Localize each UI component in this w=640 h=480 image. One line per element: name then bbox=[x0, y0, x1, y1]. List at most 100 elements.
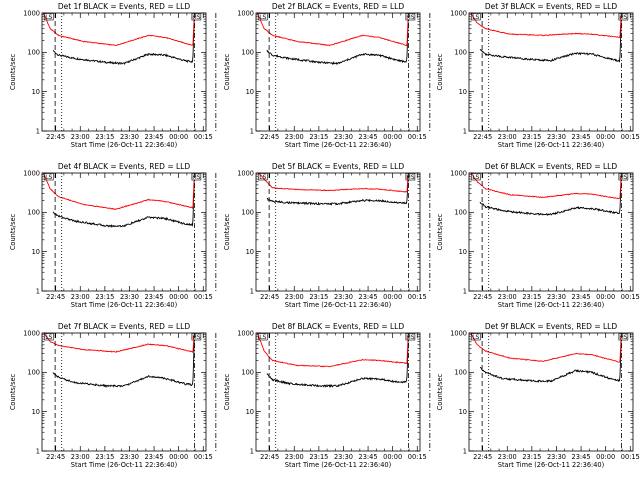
plot-frame bbox=[255, 332, 421, 452]
y-tick-label: 1000 bbox=[237, 9, 254, 17]
x-tick-label: 00:15 bbox=[621, 293, 640, 301]
marker-label-hs: HS bbox=[619, 14, 628, 21]
y-tick-label: 100 bbox=[241, 369, 254, 377]
panel-title: Det 7f BLACK = Events, RED = LLD bbox=[58, 322, 191, 331]
x-tick-label: 00:15 bbox=[408, 453, 427, 461]
x-tick-label: 22:45 bbox=[46, 133, 65, 141]
y-tick-label: 100 bbox=[454, 49, 467, 57]
marker-label-ls: LS bbox=[472, 174, 479, 181]
x-tick-label: 00:15 bbox=[194, 453, 213, 461]
marker-label-ls: LS bbox=[45, 174, 52, 181]
y-axis-label: Counts/sec bbox=[223, 213, 231, 250]
x-tick-label: 23:30 bbox=[334, 453, 353, 461]
marker-label-hs: HS bbox=[406, 174, 415, 181]
y-tick-label: 1 bbox=[250, 127, 254, 135]
x-tick-label: 23:30 bbox=[334, 133, 353, 141]
panel-det-4f: Det 4f BLACK = Events, RED = LLD LS HS 1 10 1… bbox=[9, 162, 217, 309]
y-tick-label: 1000 bbox=[450, 169, 467, 177]
x-axis-label: Start Time (26-Oct-11 22:36:40) bbox=[71, 301, 177, 309]
marker-label-ls: LS bbox=[259, 174, 266, 181]
x-tick-label: 23:15 bbox=[309, 453, 328, 461]
y-tick-label: 1000 bbox=[237, 169, 254, 177]
x-tick-label: 23:00 bbox=[285, 293, 304, 301]
marker-box bbox=[618, 173, 629, 181]
y-tick-label: 1 bbox=[36, 127, 40, 135]
panel-det-7f: Det 7f BLACK = Events, RED = LLD LS HS 1 10 1… bbox=[9, 322, 217, 469]
panel-title: Det 8f BLACK = Events, RED = LLD bbox=[272, 322, 405, 331]
marker-label-ls: LS bbox=[472, 334, 479, 341]
panel-title: Det 2f BLACK = Events, RED = LLD bbox=[272, 2, 405, 11]
y-tick-label: 1000 bbox=[450, 9, 467, 17]
plot-frame bbox=[468, 332, 634, 452]
x-tick-label: 23:45 bbox=[145, 453, 164, 461]
x-tick-label: 22:45 bbox=[473, 133, 492, 141]
x-tick-label: 22:45 bbox=[260, 133, 279, 141]
x-tick-label: 23:30 bbox=[547, 133, 566, 141]
marker-label-ls: LS bbox=[259, 334, 266, 341]
marker-box bbox=[405, 333, 416, 341]
x-tick-label: 23:45 bbox=[572, 453, 591, 461]
marker-label-hs: HS bbox=[192, 14, 201, 21]
y-axis-label: Counts/sec bbox=[9, 373, 17, 410]
marker-box bbox=[618, 13, 629, 21]
marker-label-hs: HS bbox=[406, 334, 415, 341]
marker-label-ls: LS bbox=[472, 14, 479, 21]
x-axis-label: Start Time (26-Oct-11 22:36:40) bbox=[498, 461, 604, 469]
y-tick-label: 1 bbox=[463, 287, 467, 295]
y-tick-label: 10 bbox=[246, 88, 254, 96]
x-tick-label: 00:15 bbox=[194, 293, 213, 301]
x-tick-label: 23:30 bbox=[120, 453, 139, 461]
series-lld-line bbox=[42, 12, 195, 47]
marker-box bbox=[405, 173, 416, 181]
y-tick-label: 10 bbox=[32, 408, 40, 416]
y-axis-label: Counts/sec bbox=[436, 53, 444, 90]
y-tick-label: 1 bbox=[36, 447, 40, 455]
x-tick-label: 23:45 bbox=[145, 293, 164, 301]
marker-label-ls: LS bbox=[45, 14, 52, 21]
y-axis-label: Counts/sec bbox=[223, 53, 231, 90]
y-tick-label: 1000 bbox=[237, 329, 254, 337]
x-tick-label: 00:00 bbox=[383, 133, 402, 141]
y-tick-label: 1000 bbox=[23, 9, 40, 17]
panel-det-1f: Det 1f BLACK = Events, RED = LLD LS HS 1 10 1… bbox=[9, 2, 217, 149]
y-tick-label: 10 bbox=[459, 408, 467, 416]
y-tick-label: 100 bbox=[241, 209, 254, 217]
x-tick-label: 22:45 bbox=[46, 293, 65, 301]
x-tick-label: 00:00 bbox=[169, 453, 188, 461]
y-tick-label: 1 bbox=[463, 127, 467, 135]
x-axis-label: Start Time (26-Oct-11 22:36:40) bbox=[285, 141, 391, 149]
x-tick-label: 23:15 bbox=[95, 453, 114, 461]
x-tick-label: 23:00 bbox=[285, 453, 304, 461]
y-tick-label: 1000 bbox=[23, 329, 40, 337]
plot-frame bbox=[41, 332, 207, 452]
x-tick-label: 23:30 bbox=[334, 293, 353, 301]
y-tick-label: 10 bbox=[459, 248, 467, 256]
plot-frame bbox=[255, 12, 421, 132]
x-tick-label: 22:45 bbox=[46, 453, 65, 461]
marker-label-hs: HS bbox=[406, 14, 415, 21]
x-tick-label: 23:30 bbox=[120, 293, 139, 301]
x-axis-label: Start Time (26-Oct-11 22:36:40) bbox=[285, 461, 391, 469]
panel-det-3f: Det 3f BLACK = Events, RED = LLD LS HS 1 10 1… bbox=[436, 2, 640, 149]
x-tick-label: 22:45 bbox=[260, 293, 279, 301]
panel-title: Det 6f BLACK = Events, RED = LLD bbox=[485, 162, 618, 171]
x-axis-label: Start Time (26-Oct-11 22:36:40) bbox=[498, 141, 604, 149]
panel-title: Det 1f BLACK = Events, RED = LLD bbox=[58, 2, 191, 11]
series-lld-line bbox=[469, 332, 622, 363]
y-tick-label: 1 bbox=[36, 287, 40, 295]
panel-title: Det 4f BLACK = Events, RED = LLD bbox=[58, 162, 191, 171]
x-tick-label: 23:00 bbox=[71, 133, 90, 141]
x-tick-label: 23:00 bbox=[498, 453, 517, 461]
panel-title: Det 5f BLACK = Events, RED = LLD bbox=[272, 162, 405, 171]
x-tick-label: 00:00 bbox=[169, 293, 188, 301]
y-axis-label: Counts/sec bbox=[9, 53, 17, 90]
series-lld-line bbox=[42, 332, 195, 353]
x-tick-label: 00:00 bbox=[596, 133, 615, 141]
x-tick-label: 00:15 bbox=[621, 453, 640, 461]
x-tick-label: 00:00 bbox=[383, 293, 402, 301]
x-tick-label: 23:15 bbox=[522, 293, 541, 301]
plot-frame bbox=[468, 12, 634, 132]
x-tick-label: 23:45 bbox=[359, 453, 378, 461]
y-tick-label: 10 bbox=[459, 88, 467, 96]
y-tick-label: 100 bbox=[27, 369, 40, 377]
